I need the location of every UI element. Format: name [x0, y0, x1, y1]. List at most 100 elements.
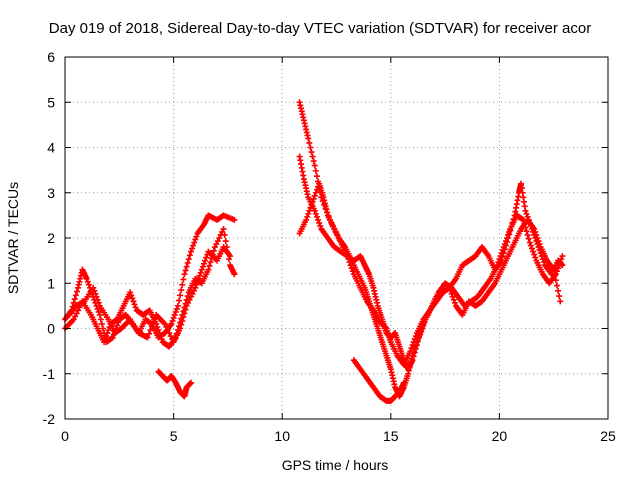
data-point	[182, 267, 189, 274]
data-point	[555, 287, 562, 294]
data-point	[495, 259, 502, 266]
data-point	[203, 254, 210, 261]
data-point	[161, 320, 168, 327]
data-point	[533, 231, 540, 238]
data-point	[451, 299, 458, 306]
y-tick-label: 5	[47, 94, 55, 110]
data-point	[181, 310, 188, 317]
data-point	[94, 296, 101, 303]
data-point	[195, 275, 202, 282]
data-point	[231, 216, 238, 223]
data-point	[528, 245, 535, 252]
data-point	[95, 299, 102, 306]
data-point	[346, 259, 353, 266]
data-point	[199, 263, 206, 270]
data-point	[505, 231, 512, 238]
data-point	[499, 247, 506, 254]
data-point	[91, 287, 98, 294]
data-point	[154, 323, 161, 330]
data-point	[308, 201, 315, 208]
data-point	[102, 336, 109, 343]
data-point	[349, 268, 356, 275]
data-point	[192, 236, 199, 243]
data-point	[553, 282, 560, 289]
data-point	[556, 293, 563, 300]
data-point	[449, 293, 456, 300]
data-point	[231, 271, 238, 278]
data-point	[73, 310, 80, 317]
data-point	[216, 235, 223, 241]
data-point	[535, 238, 542, 245]
data-point	[182, 306, 189, 313]
series-trace-h	[350, 357, 407, 404]
data-point	[214, 238, 221, 245]
data-point	[177, 292, 184, 299]
data-point	[222, 238, 229, 245]
data-point	[156, 330, 163, 337]
data-point	[185, 299, 192, 306]
data-point	[524, 231, 531, 238]
data-point	[70, 299, 77, 306]
data-point	[127, 289, 134, 296]
data-point	[344, 253, 351, 260]
data-point	[312, 210, 319, 217]
data-point	[220, 225, 227, 232]
data-point	[531, 251, 538, 258]
data-point	[307, 144, 314, 151]
data-point	[101, 339, 108, 346]
data-point	[187, 379, 194, 386]
x-tick-label: 10	[274, 428, 290, 444]
data-point	[410, 339, 417, 346]
series-trace-c	[66, 244, 234, 346]
data-point	[189, 245, 196, 252]
x-tick-label: 15	[383, 428, 399, 444]
data-point	[504, 235, 511, 241]
data-point	[178, 321, 185, 328]
data-point	[559, 253, 566, 260]
data-point	[75, 307, 82, 314]
data-points	[62, 99, 566, 404]
data-point	[92, 290, 99, 297]
data-point	[348, 265, 355, 272]
data-point	[191, 239, 198, 246]
data-point	[450, 296, 457, 303]
data-point	[172, 308, 179, 315]
data-point	[317, 222, 324, 229]
data-point	[311, 162, 318, 169]
chart-title: Day 019 of 2018, Sidereal Day-to-day VTE…	[49, 20, 591, 37]
data-point	[98, 320, 105, 327]
data-point	[557, 259, 564, 266]
data-point	[497, 253, 504, 260]
y-tick-label: 4	[47, 140, 55, 156]
x-tick-label: 5	[170, 428, 178, 444]
data-point	[219, 228, 226, 235]
data-point	[177, 325, 184, 332]
data-point	[190, 287, 197, 294]
data-point	[132, 304, 139, 311]
data-point	[532, 254, 539, 261]
data-point	[227, 253, 234, 260]
data-point	[412, 333, 419, 340]
data-point	[207, 259, 214, 266]
y-tick-label: 0	[47, 321, 55, 337]
data-point	[558, 256, 565, 263]
data-point	[411, 336, 418, 343]
data-point	[196, 272, 203, 279]
data-point	[530, 248, 537, 255]
data-point	[500, 244, 507, 251]
data-point	[311, 192, 318, 199]
data-point	[155, 327, 162, 334]
data-point	[551, 271, 558, 278]
data-point	[531, 225, 538, 232]
data-point	[183, 302, 190, 309]
y-tick-label: 2	[47, 230, 55, 246]
data-point	[114, 322, 121, 329]
data-point	[525, 235, 532, 242]
data-point	[400, 379, 407, 386]
data-point	[84, 278, 91, 285]
data-point	[180, 314, 187, 321]
data-point	[417, 331, 424, 338]
data-point	[201, 260, 208, 267]
data-point	[408, 345, 415, 352]
